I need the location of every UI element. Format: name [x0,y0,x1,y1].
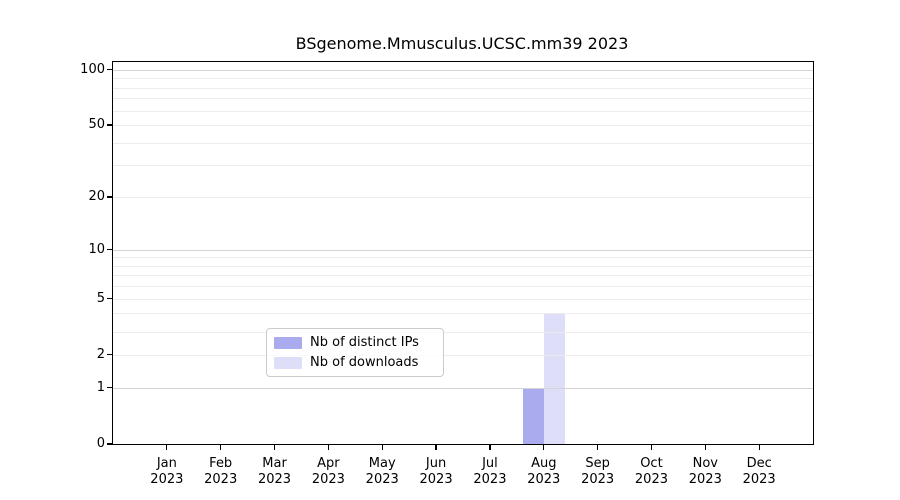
gridline [113,257,813,259]
gridline [113,125,813,127]
x-axis-tick-label: May 2023 [365,456,399,487]
x-axis-tick-label: Nov 2023 [688,456,722,487]
gridline [113,69,813,71]
x-axis-tick-label: Jul 2023 [473,456,507,487]
x-axis-tick-label: Feb 2023 [204,456,238,487]
x-axis-tick [597,445,599,451]
gridline [113,265,813,267]
y-axis-tick [106,196,112,198]
x-axis-tick-label: Jun 2023 [419,456,453,487]
y-axis-tick [106,354,112,356]
legend-label: Nb of distinct IPs [310,335,419,350]
gridline [113,249,813,251]
x-axis-tick-label: Oct 2023 [634,456,668,487]
gridline [113,87,813,89]
x-axis-tick [650,445,653,451]
y-axis-tick-label: 2 [96,346,105,362]
plot-area: 0 1 2 5 10 20 50 100 Jan 2023 Feb 2023 Mar 2023 Apr… [80,61,814,487]
gridline [113,275,813,277]
y-axis-tick [106,124,112,126]
y-axis-tick-label: 100 [80,61,105,77]
y-axis-tick [106,298,112,300]
y-axis-tick [106,443,112,445]
x-axis-tick [220,445,222,451]
legend-entry: Nb of distinct IPs [274,335,435,350]
y-axis-tick-label: 1 [96,379,105,395]
gridline [113,286,813,288]
x-axis-tick [435,445,437,451]
gridline [113,387,813,389]
x-axis-tick-label: Dec 2023 [742,456,776,487]
x-axis-tick-label: Sep 2023 [581,456,615,487]
y-axis-tick [106,248,112,251]
gridline [113,142,813,144]
y-axis-tick-label: 5 [96,290,105,306]
gridline [113,298,813,300]
x-axis-tick [381,445,383,451]
legend-entry: Nb of downloads [274,355,435,370]
legend-swatch-distinct-ips [274,336,302,349]
y-axis-tick [106,69,112,71]
x-axis-tick-label: Jan 2023 [150,456,184,487]
chart-title: BSgenome.Mmusculus.UCSC.mm39 2023 [295,34,629,53]
legend-label: Nb of downloads [310,355,419,370]
y-axis-tick-label: 20 [88,189,105,205]
gridline [113,331,813,333]
y-axis-tick-label: 10 [88,241,105,257]
x-axis-tick [273,445,276,451]
gridline [113,110,813,112]
x-axis-tick [166,445,168,451]
x-axis-tick [327,445,329,451]
gridline [113,98,813,100]
x-axis-tick-label: Mar 2023 [257,456,292,487]
legend: Nb of distinct IPs Nb of downloads [266,328,444,377]
legend-swatch-downloads [274,356,302,369]
gridline [113,165,813,167]
x-axis-tick [543,445,545,451]
gridline [113,354,813,356]
x-axis-tick [758,445,760,451]
y-axis-tick [106,387,112,389]
y-axis-tick-label: 50 [88,117,105,133]
x-axis-tick-label: Apr 2023 [311,456,345,487]
bar-distinct-ips [522,387,544,444]
gridline [113,313,813,315]
gridline [113,197,813,199]
x-axis-tick [489,445,491,451]
x-axis-tick-label: Aug 2023 [527,456,561,487]
bar-downloads [543,313,565,444]
x-axis-tick [704,445,706,451]
y-axis-tick-label: 0 [96,436,105,451]
gridline [113,78,813,80]
